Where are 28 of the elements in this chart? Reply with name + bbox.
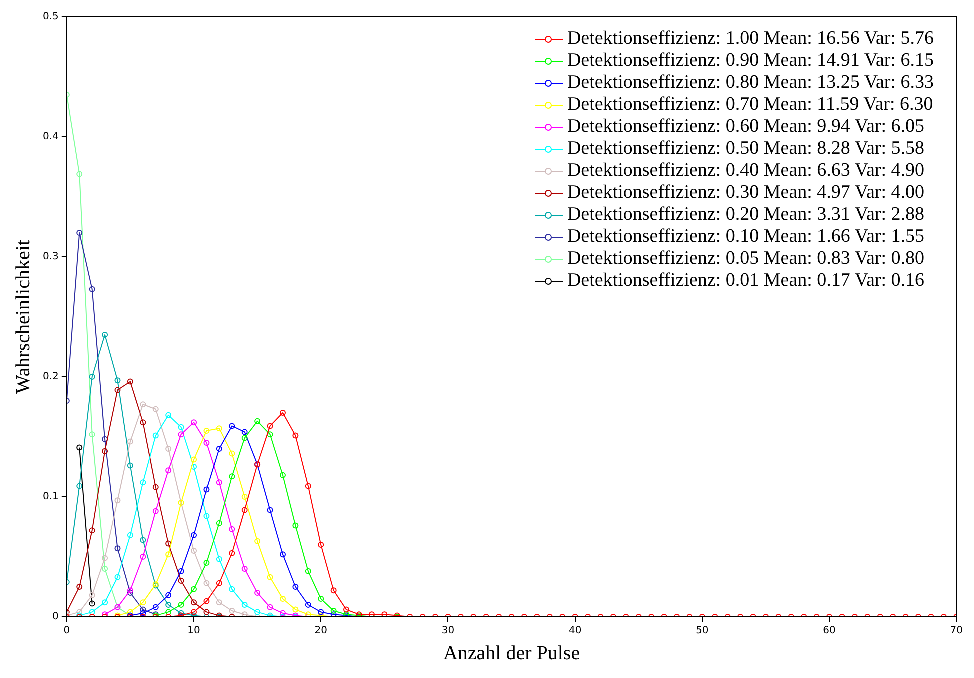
y-tick-label: 0.1 bbox=[42, 492, 59, 503]
legend-label: Detektionseffizienz: 0.05 Mean: 0.83 Var: 0.80 bbox=[567, 248, 924, 270]
legend-label: Detektionseffizienz: 0.01 Mean: 0.17 Var: 0.16 bbox=[567, 270, 924, 292]
legend-label: Detektionseffizienz: 0.20 Mean: 3.31 Var: 2.88 bbox=[567, 204, 924, 226]
legend-label: Detektionseffizienz: 0.70 Mean: 11.59 Var: 6.30 bbox=[567, 94, 934, 116]
x-tick-label: 10 bbox=[188, 626, 200, 637]
legend-label: Detektionseffizienz: 0.60 Mean: 9.94 Var: 6.05 bbox=[567, 116, 924, 138]
x-tick-label: 30 bbox=[442, 626, 455, 637]
y-axis-title: Wahrscheinlichkeit bbox=[12, 240, 34, 394]
legend-label: Detektionseffizienz: 0.30 Mean: 4.97 Var: 4.00 bbox=[567, 182, 924, 204]
x-tick-label: 40 bbox=[568, 626, 582, 637]
legend-label: Detektionseffizienz: 0.50 Mean: 8.28 Var: 5.58 bbox=[567, 138, 924, 160]
y-tick-label: 0.4 bbox=[42, 132, 59, 143]
x-tick-label: 60 bbox=[823, 626, 836, 637]
legend-label: Detektionseffizienz: 0.40 Mean: 6.63 Var: 4.90 bbox=[567, 160, 924, 182]
x-tick-label: 20 bbox=[314, 626, 328, 637]
x-tick-label: 0 bbox=[64, 626, 70, 637]
y-tick-label: 0.3 bbox=[42, 252, 59, 263]
legend-label: Detektionseffizienz: 0.90 Mean: 14.91 Var: 6.15 bbox=[567, 50, 934, 72]
legend-label: Detektionseffizienz: 0.10 Mean: 1.66 Var: 1.55 bbox=[567, 226, 924, 248]
y-tick-label: 0.5 bbox=[42, 12, 59, 23]
x-axis-title: Anzahl der Pulse bbox=[443, 642, 580, 664]
legend-label: Detektionseffizienz: 1.00 Mean: 16.56 Var: 5.76 bbox=[567, 28, 934, 50]
y-tick-label: 0.2 bbox=[42, 372, 59, 383]
x-tick-label: 70 bbox=[950, 626, 964, 637]
y-tick-label: 0 bbox=[52, 612, 59, 623]
legend-label: Detektionseffizienz: 0.80 Mean: 13.25 Var: 6.33 bbox=[567, 72, 934, 94]
x-tick-label: 50 bbox=[696, 626, 709, 637]
